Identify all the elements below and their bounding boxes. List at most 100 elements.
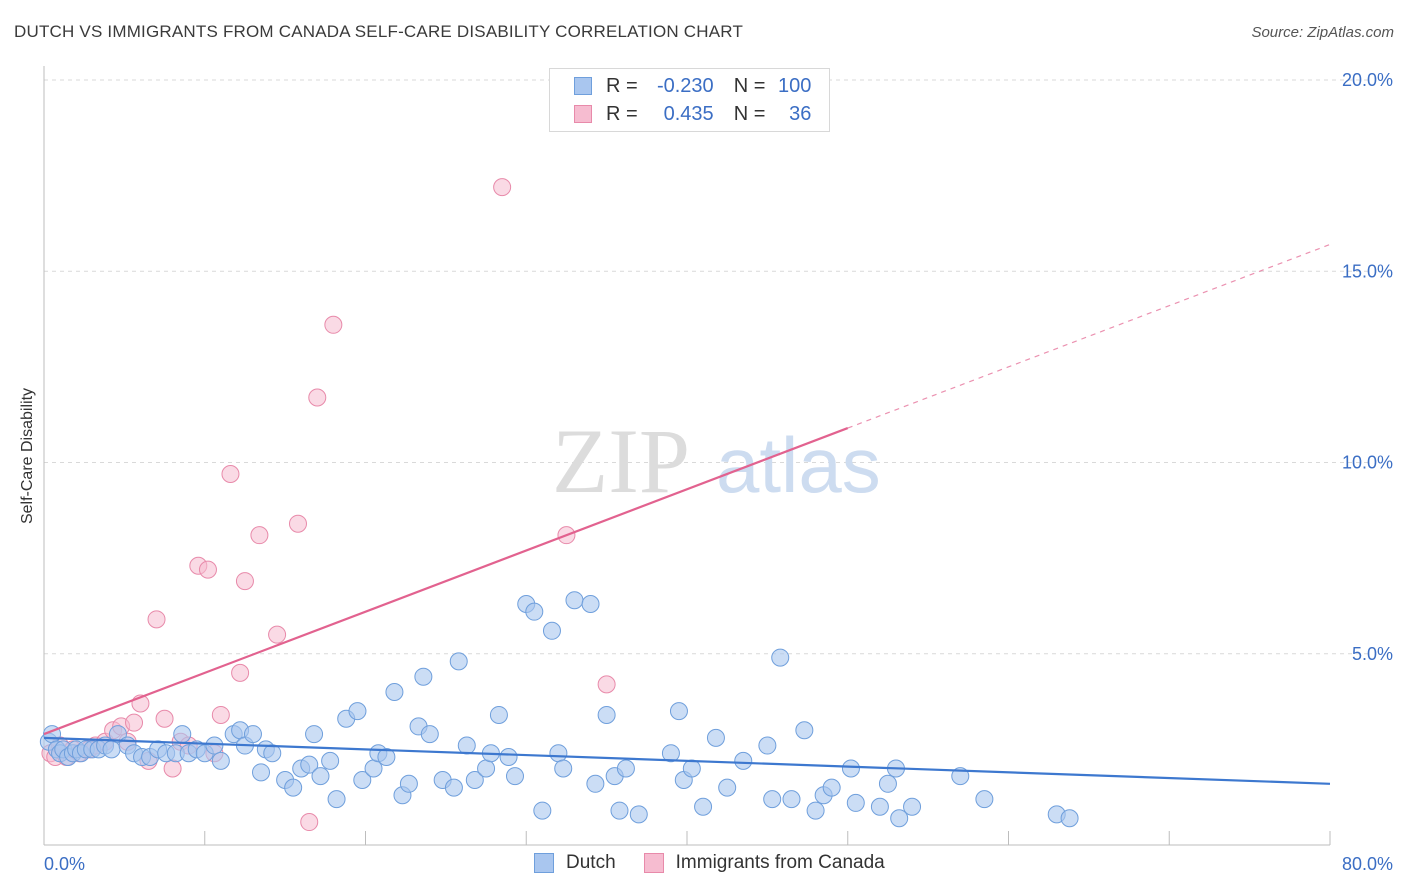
legend-r-value: 0.435 bbox=[663, 102, 714, 125]
dutch-point bbox=[525, 602, 544, 621]
dutch-point bbox=[243, 725, 262, 744]
dutch-point bbox=[444, 778, 463, 797]
legend-n-value: 100 bbox=[778, 74, 812, 97]
dutch-point bbox=[549, 744, 568, 763]
dutch-point bbox=[542, 621, 561, 640]
dutch-trend-line bbox=[43, 736, 1331, 785]
watermark-atlas: atlas bbox=[716, 421, 881, 509]
dutch-point bbox=[353, 770, 372, 789]
canada-point bbox=[211, 705, 230, 724]
canada-trend-extension bbox=[847, 243, 1331, 429]
dutch-point bbox=[890, 809, 909, 828]
dutch-point bbox=[449, 652, 468, 671]
dutch-point bbox=[284, 778, 303, 797]
dutch-point bbox=[311, 767, 330, 786]
series-legend: Dutch Immigrants from Canada bbox=[534, 852, 913, 874]
dutch-point bbox=[734, 751, 753, 770]
dutch-point bbox=[499, 748, 518, 767]
dutch-point bbox=[706, 728, 725, 747]
dutch-point bbox=[975, 790, 994, 809]
legend-r-label: R = bbox=[606, 74, 638, 97]
dutch-point bbox=[616, 759, 635, 778]
canada-point bbox=[198, 560, 217, 579]
gridlines bbox=[44, 79, 1370, 655]
canada-point bbox=[235, 572, 254, 591]
dutch-point bbox=[795, 721, 814, 740]
y-tick-label: 20.0% bbox=[1342, 70, 1393, 90]
x-tick-label: 80.0% bbox=[1342, 854, 1393, 874]
dutch-point bbox=[610, 801, 629, 820]
dutch-point bbox=[305, 725, 324, 744]
dutch-point bbox=[581, 595, 600, 614]
dutch-point bbox=[1060, 809, 1079, 828]
dutch-point bbox=[554, 759, 573, 778]
canada-point bbox=[324, 315, 343, 334]
dutch-point bbox=[102, 740, 121, 759]
dutch-point bbox=[457, 736, 476, 755]
tick-labels: 5.0% 10.0% 15.0% 20.0% 0.0% 80.0% bbox=[44, 70, 1393, 874]
dutch-point bbox=[205, 736, 224, 755]
dutch-point bbox=[629, 805, 648, 824]
legend-row-dutch: R = -0.230 N = 100 bbox=[574, 73, 811, 99]
correlation-legend: R = -0.230 N = 100 R = 0.435 N = 36 bbox=[549, 68, 830, 132]
dutch-point bbox=[758, 736, 777, 755]
canada-point bbox=[163, 759, 182, 778]
dutch-point bbox=[399, 774, 418, 793]
dutch-point bbox=[252, 763, 271, 782]
dutch-point bbox=[878, 774, 897, 793]
dutch-point bbox=[300, 755, 319, 774]
watermark: ZIP atlas bbox=[552, 410, 881, 512]
legend-swatch-dutch bbox=[534, 853, 554, 873]
canada-point bbox=[147, 610, 166, 629]
legend-item-dutch: Dutch bbox=[534, 852, 616, 874]
dutch-point bbox=[822, 778, 841, 797]
canada-point bbox=[288, 514, 307, 533]
dutch-point bbox=[763, 790, 782, 809]
dutch-point bbox=[477, 759, 496, 778]
legend-label-canada: Immigrants from Canada bbox=[675, 852, 885, 873]
dutch-point bbox=[870, 797, 889, 816]
canada-point bbox=[221, 464, 240, 483]
canada-point bbox=[125, 713, 144, 732]
dutch-point bbox=[951, 767, 970, 786]
canada-point bbox=[250, 526, 269, 545]
dutch-point bbox=[321, 751, 340, 770]
series-dutch-points bbox=[39, 591, 1079, 828]
dutch-point bbox=[108, 725, 127, 744]
legend-r-label: R = bbox=[606, 102, 638, 125]
dutch-point bbox=[465, 770, 484, 789]
canada-point bbox=[268, 625, 287, 644]
chart-title: DUTCH VS IMMIGRANTS FROM CANADA SELF-CAR… bbox=[14, 22, 744, 41]
canada-point bbox=[155, 709, 174, 728]
dutch-point bbox=[505, 767, 524, 786]
y-tick-label: 5.0% bbox=[1352, 644, 1393, 664]
canada-point bbox=[493, 178, 512, 197]
dutch-point bbox=[694, 797, 713, 816]
dutch-point bbox=[565, 591, 584, 610]
legend-r-value: -0.230 bbox=[656, 74, 714, 97]
dutch-point bbox=[377, 748, 396, 767]
y-tick-label: 10.0% bbox=[1342, 453, 1393, 473]
legend-swatch-canada bbox=[574, 105, 592, 123]
source-credit: Source: ZipAtlas.com bbox=[1251, 24, 1394, 41]
canada-point bbox=[300, 813, 319, 832]
legend-swatch-dutch bbox=[574, 77, 592, 95]
dutch-point bbox=[489, 705, 508, 724]
legend-n-value: 36 bbox=[789, 102, 812, 125]
canada-point bbox=[308, 388, 327, 407]
dutch-point bbox=[586, 774, 605, 793]
legend-row-canada: R = 0.435 N = 36 bbox=[574, 101, 811, 127]
dutch-point bbox=[806, 801, 825, 820]
dutch-point bbox=[903, 797, 922, 816]
axes bbox=[43, 66, 1331, 846]
dutch-point bbox=[263, 744, 282, 763]
dutch-point bbox=[420, 725, 439, 744]
legend-n-label: N = bbox=[733, 74, 766, 97]
dutch-point bbox=[846, 793, 865, 812]
dutch-point bbox=[211, 751, 230, 770]
canada-point bbox=[231, 663, 250, 682]
x-tick-label: 0.0% bbox=[44, 854, 85, 874]
trend-lines bbox=[43, 243, 1331, 785]
dutch-point bbox=[533, 801, 552, 820]
dutch-point bbox=[841, 759, 860, 778]
